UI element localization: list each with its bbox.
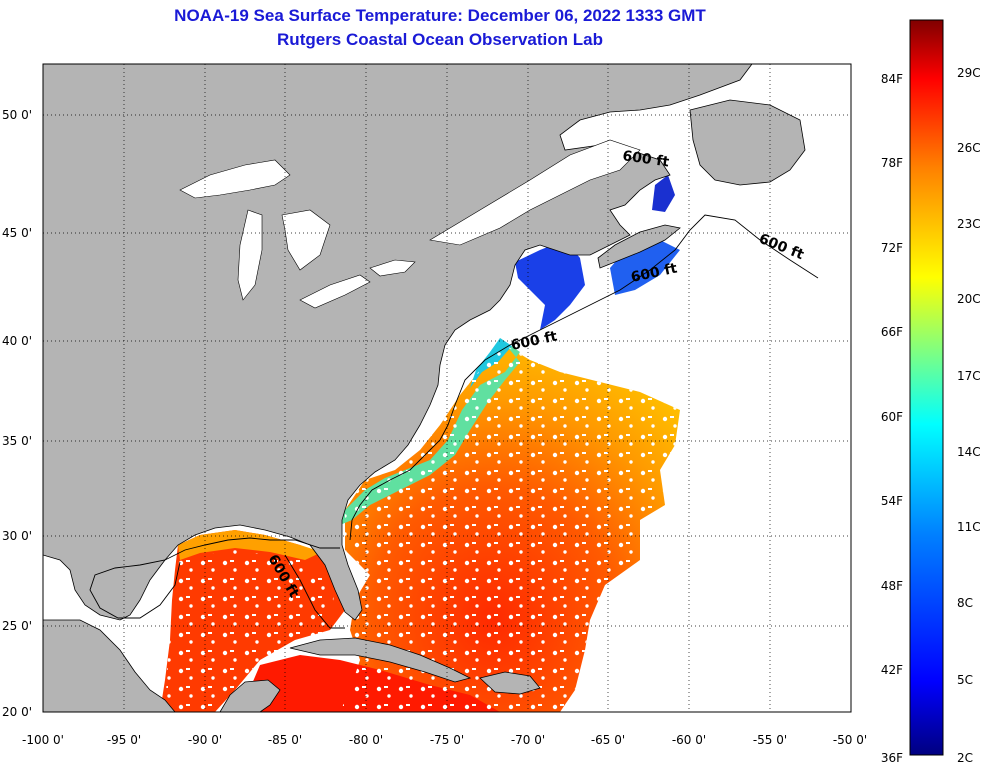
lake-michigan [237,209,263,301]
land-north-america [43,64,753,621]
contour-600ft [89,214,819,619]
colorbar-f-label: 60F [881,410,903,424]
land-hispaniola [479,671,541,695]
lat-label: 20 0' [2,705,32,719]
colorbar-f-label: 36F [881,751,903,765]
lon-label: -55 0' [753,733,787,747]
lat-label: 40 0' [2,334,32,348]
graticule [43,64,851,712]
colorbar [909,19,944,756]
colorbar-c-label: 8C [957,596,973,610]
lake-erie [299,274,371,309]
map-title: NOAA-19 Sea Surface Temperature: Decembe… [174,6,706,25]
colorbar-c-label: 29C [957,66,981,80]
map-subtitle: Rutgers Coastal Ocean Observation Lab [277,30,603,49]
colorbar-f-label: 42F [881,663,903,677]
longitude-labels: -100 0' -95 0' -90 0' -85 0' -80 0' -75 … [22,733,867,747]
lon-label: -100 0' [22,733,64,747]
colorbar-f-label: 78F [881,156,903,170]
lon-label: -75 0' [430,733,464,747]
st-lawrence-estuary [429,139,641,246]
lat-label: 50 0' [2,108,32,122]
colorbar-celsius-labels: 29C 26C 23C 20C 17C 14C 11C 8C 5C 2C [957,66,981,765]
colorbar-c-label: 2C [957,751,973,765]
colorbar-c-label: 14C [957,445,981,459]
great-lakes [179,139,641,309]
colorbar-f-label: 66F [881,325,903,339]
colorbar-c-label: 23C [957,217,981,231]
contour-600ft-florida [284,554,345,629]
colorbar-f-label: 72F [881,241,903,255]
colorbar-f-label: 48F [881,579,903,593]
lon-label: -80 0' [349,733,383,747]
lon-label: -50 0' [833,733,867,747]
colorbar-c-label: 26C [957,141,981,155]
lake-superior [179,159,291,199]
lat-label: 35 0' [2,434,32,448]
lon-label: -85 0' [268,733,302,747]
colorbar-c-label: 20C [957,292,981,306]
lake-huron [281,209,331,271]
latitude-labels: 50 0' 45 0' 40 0' 35 0' 30 0' 25 0' 20 0… [2,108,32,719]
lon-label: -65 0' [591,733,625,747]
lat-label: 25 0' [2,619,32,633]
land-mexico [43,619,176,712]
land-nova-scotia [597,224,681,269]
sst-gulf-coastal-band [178,530,322,560]
map-frame [42,63,852,713]
lat-label: 30 0' [2,529,32,543]
colorbar-f-label: 84F [881,72,903,86]
colorbar-f-label: 54F [881,494,903,508]
land-yucatan [219,679,281,712]
colorbar-c-label: 17C [957,369,981,383]
lon-label: -70 0' [511,733,545,747]
cloud-gaps-gulf [165,550,335,712]
lat-label: 45 0' [2,226,32,240]
colorbar-c-label: 5C [957,673,973,687]
lon-label: -95 0' [107,733,141,747]
lon-label: -60 0' [672,733,706,747]
contour-label-newfoundland: 600 ft [621,148,670,170]
land-cuba [289,637,472,683]
colorbar-c-label: 11C [957,520,981,534]
colorbar-fahrenheit-labels: 84F 78F 72F 66F 60F 54F 48F 42F 36F [881,72,903,765]
sst-gulf-st-lawrence [652,175,675,212]
sst-gulf-of-maine [515,240,585,330]
lake-ontario [369,259,416,277]
lon-label: -90 0' [188,733,222,747]
cloud-gaps [340,345,680,712]
land-newfoundland [689,99,806,186]
